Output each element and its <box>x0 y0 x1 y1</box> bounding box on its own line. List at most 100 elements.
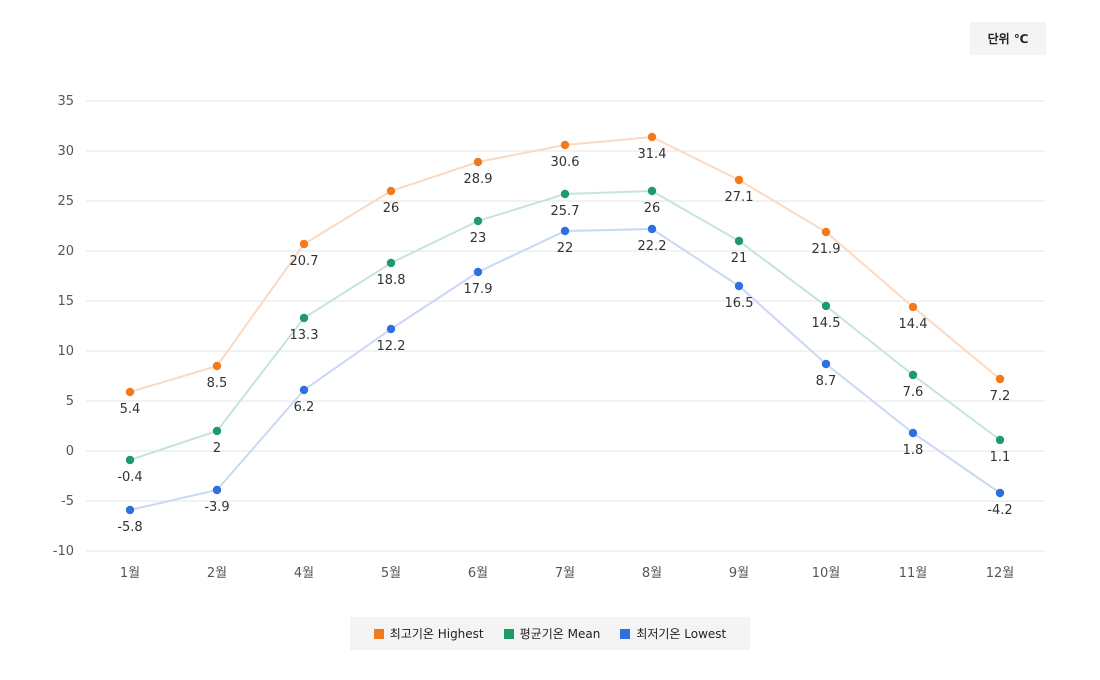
y-tick-label: 10 <box>57 344 74 359</box>
data-point[interactable] <box>821 301 831 311</box>
data-point[interactable] <box>473 157 483 167</box>
data-point[interactable] <box>908 302 918 312</box>
data-label: 18.8 <box>377 273 406 288</box>
data-point[interactable] <box>908 370 918 380</box>
unit-badge: 단위 ℃ <box>970 22 1046 55</box>
data-point[interactable] <box>299 385 309 395</box>
legend-item-1[interactable]: 평균기온 Mean <box>503 625 601 642</box>
y-tick-label: 0 <box>66 444 74 459</box>
data-label: 1.1 <box>990 450 1011 465</box>
grid-lines <box>86 100 1045 552</box>
data-point[interactable] <box>734 281 744 291</box>
data-label: 22 <box>557 241 574 256</box>
data-label: 14.4 <box>899 317 928 332</box>
data-point[interactable] <box>560 189 570 199</box>
data-point[interactable] <box>734 175 744 185</box>
data-label: 20.7 <box>290 254 319 269</box>
data-label: 17.9 <box>464 282 493 297</box>
y-tick-label: 5 <box>66 394 74 409</box>
data-label: -5.8 <box>117 520 142 535</box>
x-tick-label: 8월 <box>642 566 662 581</box>
y-tick-label: -10 <box>53 544 74 559</box>
data-label: 8.7 <box>816 374 837 389</box>
x-tick-label: 10월 <box>812 566 841 581</box>
data-label: 22.2 <box>638 239 667 254</box>
x-tick-label: 7월 <box>555 566 575 581</box>
series-line-2 <box>129 227 1001 511</box>
data-label: 8.5 <box>207 376 228 391</box>
data-point[interactable] <box>560 226 570 236</box>
data-label: 5.4 <box>120 402 141 417</box>
data-labels: 5.4 8.5 20.7 26 28.9 30.6 31.4 27.1 21.9 14.4 7.2 -… <box>117 147 1012 535</box>
data-point[interactable] <box>647 132 657 142</box>
data-point[interactable] <box>995 488 1005 498</box>
data-point[interactable] <box>647 186 657 196</box>
data-point[interactable] <box>125 455 135 465</box>
y-tick-label: 35 <box>57 94 74 109</box>
y-tick-label: 25 <box>57 194 74 209</box>
y-tick-label: 30 <box>57 144 74 159</box>
y-tick-label: 20 <box>57 244 74 259</box>
legend-label: 최저기온 Lowest <box>636 627 727 641</box>
series-line-0 <box>129 135 1001 393</box>
data-point[interactable] <box>647 224 657 234</box>
data-point[interactable] <box>212 361 222 371</box>
data-point[interactable] <box>299 313 309 323</box>
y-axis-ticks: 35 30 25 20 15 10 5 0 -5 -10 <box>53 94 74 559</box>
legend-swatch <box>620 628 631 639</box>
data-label: 27.1 <box>725 190 754 205</box>
x-tick-label: 5월 <box>381 566 401 581</box>
series-points <box>125 132 1005 515</box>
data-point[interactable] <box>125 505 135 515</box>
y-tick-label: -5 <box>61 494 74 509</box>
data-label: 26 <box>644 201 661 216</box>
x-tick-label: 2월 <box>207 566 227 581</box>
x-tick-label: 1월 <box>120 566 140 581</box>
data-point[interactable] <box>908 428 918 438</box>
data-label: -0.4 <box>117 470 142 485</box>
data-point[interactable] <box>212 485 222 495</box>
x-tick-label: 9월 <box>729 566 749 581</box>
data-point[interactable] <box>560 140 570 150</box>
data-point[interactable] <box>821 227 831 237</box>
data-point[interactable] <box>386 258 396 268</box>
data-label: 6.2 <box>294 400 315 415</box>
legend-label: 평균기온 Mean <box>519 627 601 641</box>
data-point[interactable] <box>386 186 396 196</box>
data-label: 30.6 <box>551 155 580 170</box>
data-label: 7.2 <box>990 389 1011 404</box>
x-tick-label: 6월 <box>468 566 488 581</box>
x-tick-label: 12월 <box>986 566 1015 581</box>
data-label: -4.2 <box>987 503 1012 518</box>
data-label: 21 <box>731 251 748 266</box>
legend-label: 최고기온 Highest <box>389 627 484 641</box>
data-point[interactable] <box>995 374 1005 384</box>
data-point[interactable] <box>299 239 309 249</box>
data-label: 2 <box>213 441 221 456</box>
data-point[interactable] <box>734 236 744 246</box>
data-point[interactable] <box>473 216 483 226</box>
data-point[interactable] <box>212 426 222 436</box>
legend: 최고기온 Highest 평균기온 Mean 최저기온 Lowest <box>350 617 750 650</box>
data-point[interactable] <box>473 267 483 277</box>
legend-item-0[interactable]: 최고기온 Highest <box>373 625 484 642</box>
x-tick-label: 11월 <box>899 566 928 581</box>
data-label: 7.6 <box>903 385 924 400</box>
y-tick-label: 15 <box>57 294 74 309</box>
x-tick-label: 4월 <box>294 566 314 581</box>
data-label: 12.2 <box>377 339 406 354</box>
legend-item-2[interactable]: 최저기온 Lowest <box>620 625 726 642</box>
data-point[interactable] <box>125 387 135 397</box>
data-point[interactable] <box>821 359 831 369</box>
data-label: 21.9 <box>812 242 841 257</box>
data-label: 25.7 <box>551 204 580 219</box>
x-axis-ticks: 1월 2월 4월 5월 6월 7월 8월 9월 10월 11월 12월 <box>120 566 1014 581</box>
data-label: 16.5 <box>725 296 754 311</box>
data-label: 13.3 <box>290 328 319 343</box>
data-label: 26 <box>383 201 400 216</box>
data-point[interactable] <box>995 435 1005 445</box>
data-label: 1.8 <box>903 443 924 458</box>
data-label: 31.4 <box>638 147 667 162</box>
data-point[interactable] <box>386 324 396 334</box>
